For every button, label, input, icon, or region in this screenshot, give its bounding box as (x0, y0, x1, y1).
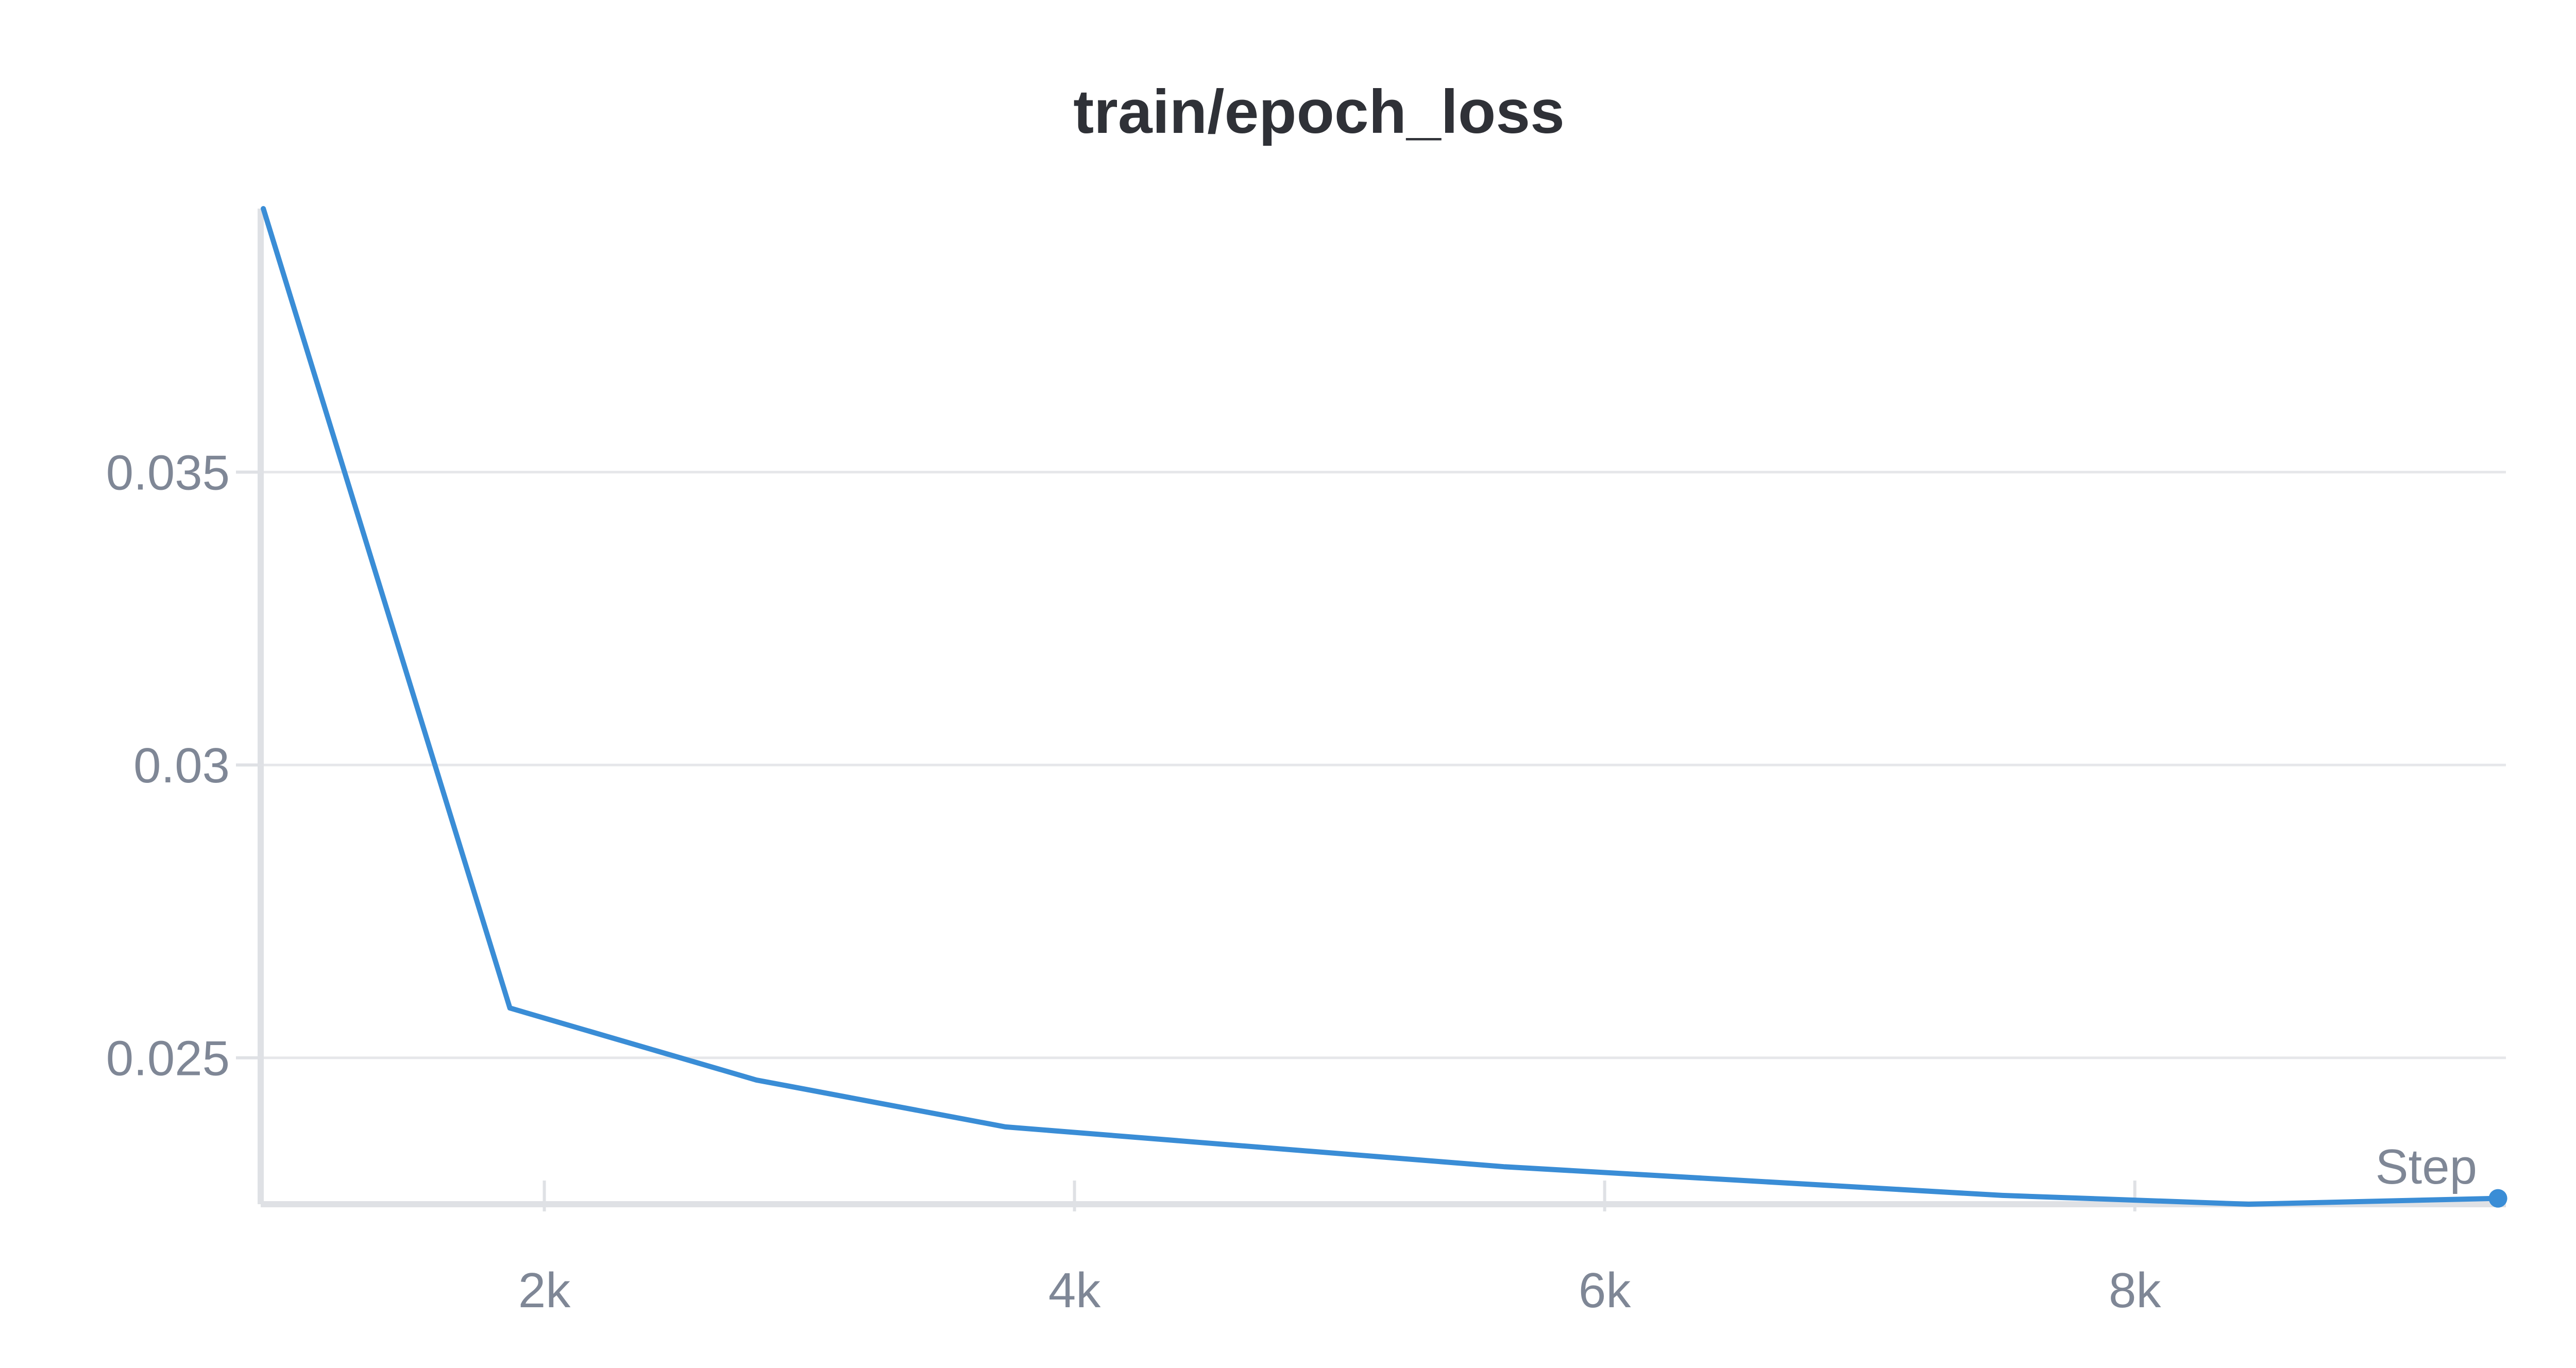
y-tick-label: 0.035 (106, 446, 230, 501)
chart-title: train/epoch_loss (1073, 77, 1565, 146)
y-tick-label: 0.025 (106, 1031, 230, 1086)
y-tick-label: 0.03 (133, 738, 230, 793)
loss-series-line (261, 206, 2501, 1207)
series-end-point (2488, 1189, 2507, 1208)
x-tick-label: 6k (1579, 1263, 1631, 1318)
series-layer (261, 206, 2507, 1208)
x-tick-label: 8k (2109, 1263, 2161, 1318)
grid-layer (261, 471, 2506, 1059)
x-tick-label: 2k (518, 1263, 571, 1318)
x-axis-label: Step (2376, 1139, 2477, 1194)
x-tick-label: 4k (1048, 1263, 1101, 1318)
axis-layer: 0.025 0.03 0.035 2k 4k 6k 8k (106, 209, 2506, 1318)
